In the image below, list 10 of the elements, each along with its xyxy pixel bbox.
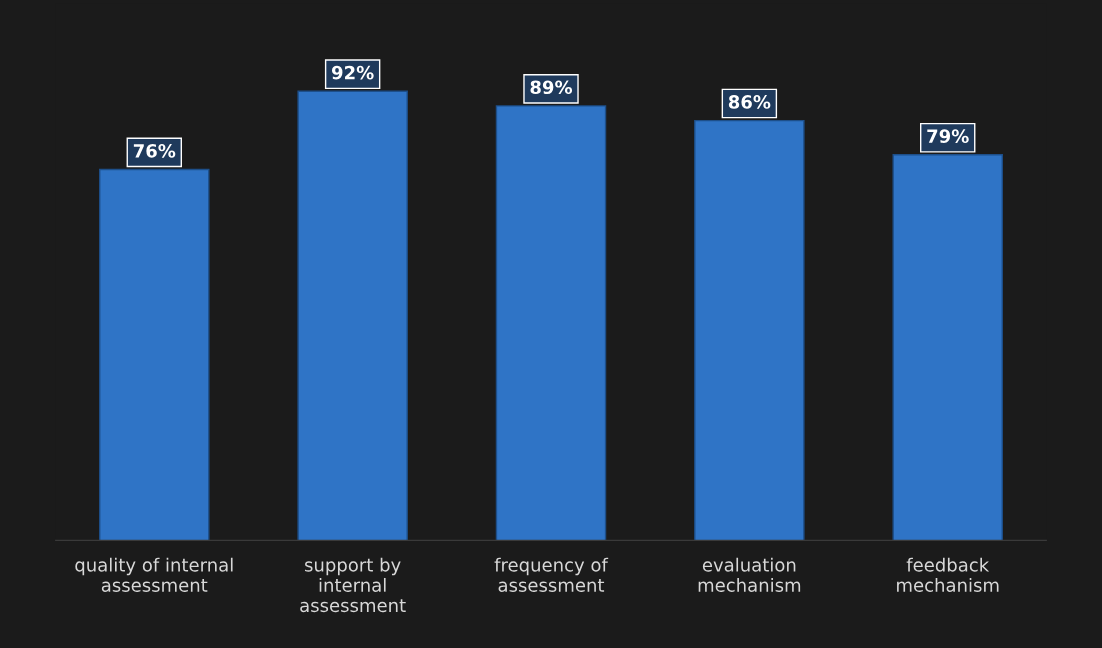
- x-tick-label: frequency of assessment: [494, 557, 609, 592]
- data-label: 86%: [728, 95, 771, 109]
- data-label: 89%: [530, 80, 573, 95]
- x-tick-label: quality of internal assessment: [75, 557, 233, 592]
- x-tick-label: feedback mechanism: [897, 557, 999, 592]
- data-label: 79%: [927, 129, 969, 143]
- data-label: 92%: [331, 65, 374, 80]
- x-tick-label: evaluation mechanism: [698, 557, 801, 592]
- x-tick-label: support by internal assessment: [300, 557, 406, 613]
- data-label: 76%: [133, 143, 176, 158]
